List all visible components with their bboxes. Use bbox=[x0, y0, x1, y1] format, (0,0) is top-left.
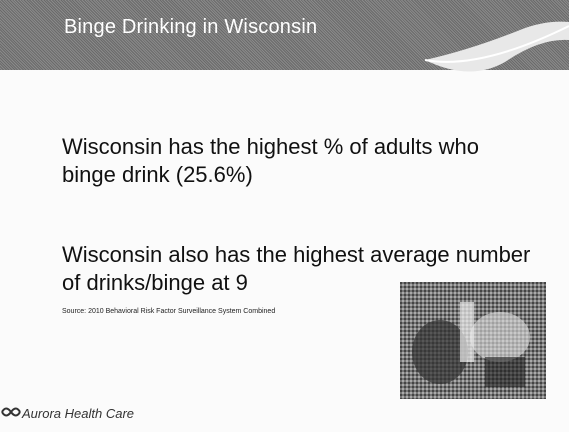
slide-title: Binge Drinking in Wisconsin bbox=[64, 16, 318, 38]
photo bbox=[400, 282, 546, 399]
logo-mark bbox=[1, 407, 21, 417]
source-note: Source: 2010 Behavioral Risk Factor Surv… bbox=[62, 308, 276, 315]
header-swoosh bbox=[424, 21, 569, 72]
bullet-text: Wisconsin has the highest % of adults wh… bbox=[62, 134, 480, 187]
bullet-text: Wisconsin also has the highest average n… bbox=[62, 242, 531, 295]
logo-text: Aurora Health Care bbox=[22, 406, 134, 421]
